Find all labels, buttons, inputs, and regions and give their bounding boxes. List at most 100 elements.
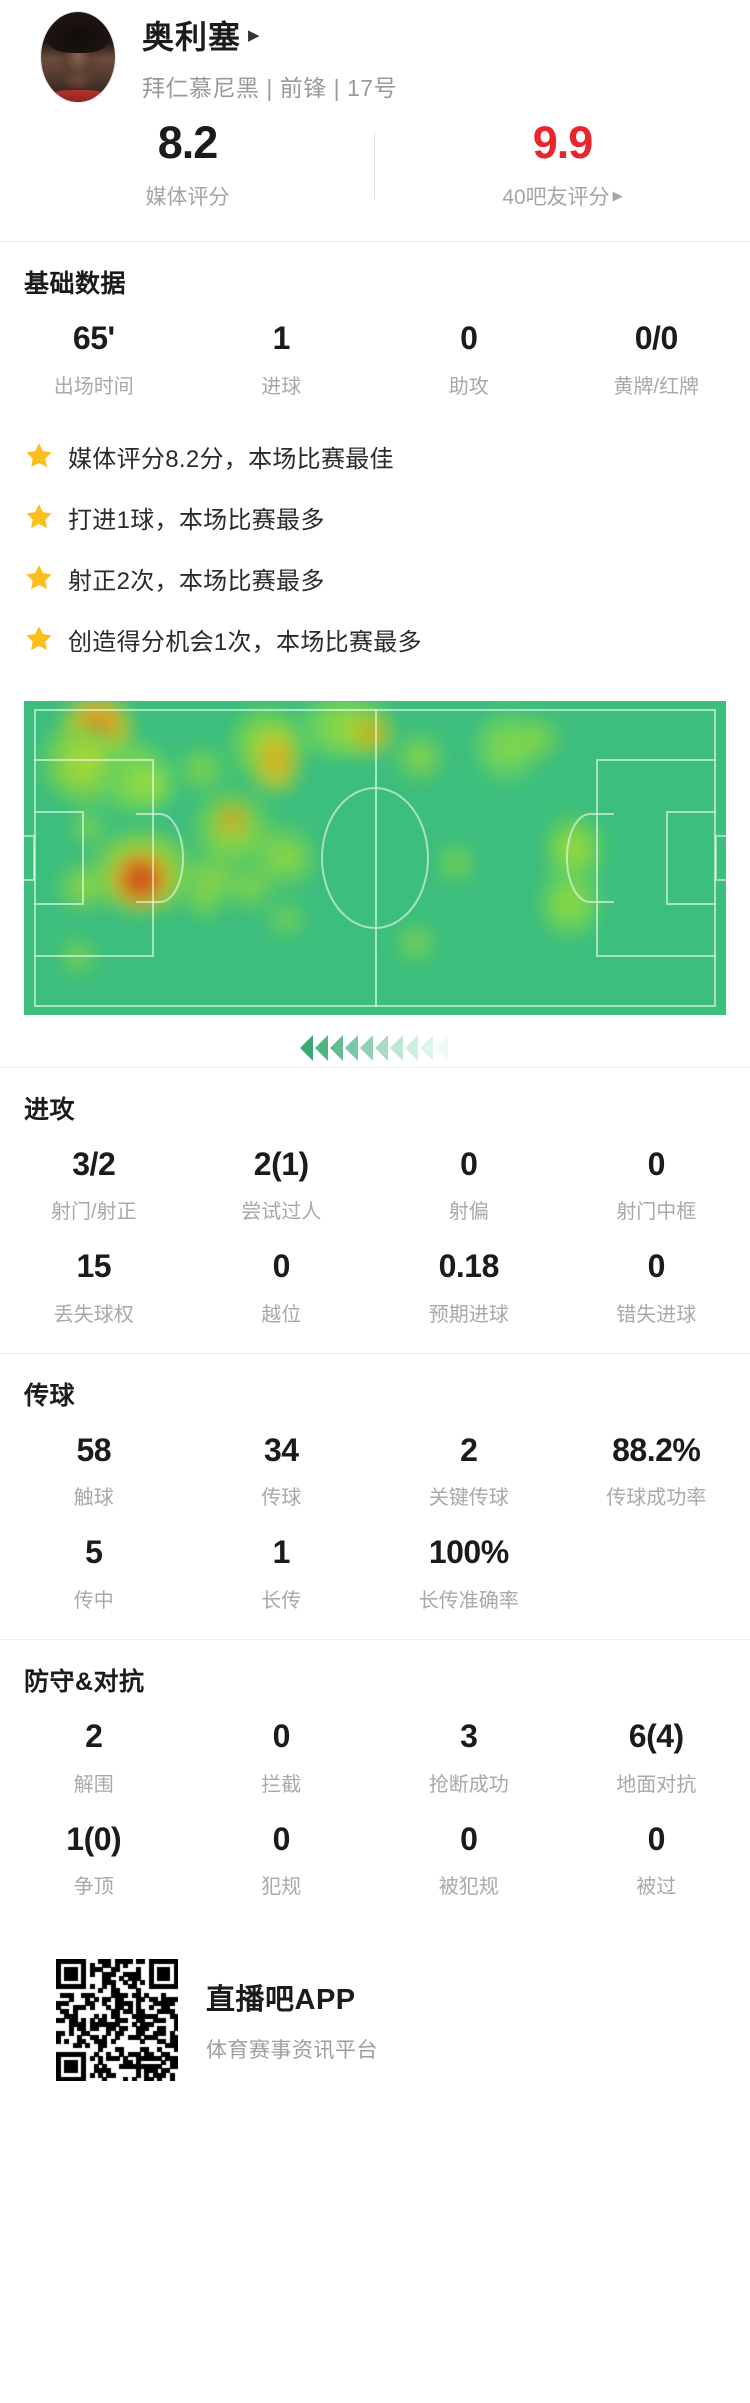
section-title-basic: 基础数据 bbox=[24, 270, 127, 298]
stat-cell: 0 被犯规 bbox=[375, 1807, 563, 1910]
media-rating-value: 8.2 bbox=[157, 117, 219, 168]
stat-label: 被过 bbox=[636, 1876, 677, 1899]
stat-value: 58 bbox=[76, 1431, 112, 1468]
stat-cell: 0 拦截 bbox=[188, 1704, 376, 1807]
highlight-text: 射正2次，本场比赛最多 bbox=[68, 567, 325, 595]
stat-label: 丢失球权 bbox=[53, 1303, 134, 1326]
pitch-heatmap[interactable] bbox=[24, 700, 726, 1015]
stat-label: 解围 bbox=[73, 1773, 114, 1796]
stat-cell: 100% 长传准确率 bbox=[375, 1520, 563, 1623]
stat-value: 0 bbox=[647, 1248, 666, 1285]
list-item: 媒体评分8.2分，本场比赛最佳 bbox=[24, 439, 750, 474]
media-rating-cell: 8.2 媒体评分 bbox=[0, 120, 375, 211]
stat-value: 0 bbox=[460, 1145, 478, 1182]
list-item: 创造得分机会1次，本场比赛最多 bbox=[24, 622, 750, 657]
app-name: 直播吧APP bbox=[206, 1984, 356, 2017]
stat-value: 1 bbox=[272, 1534, 291, 1571]
highlight-text: 打进1球，本场比赛最多 bbox=[68, 506, 325, 534]
stat-cell: 2 关键传球 bbox=[375, 1418, 563, 1521]
heatmap-section bbox=[0, 679, 750, 1067]
chevron-right-icon[interactable]: ▶ bbox=[248, 27, 260, 44]
stat-label: 抢断成功 bbox=[428, 1773, 509, 1796]
highlight-text: 创造得分机会1次，本场比赛最多 bbox=[68, 628, 422, 656]
ratings-row: 8.2 媒体评分 9.9 40吧友评分 ▶ bbox=[0, 112, 750, 241]
star-icon bbox=[24, 624, 54, 654]
section-title-passing: 传球 bbox=[24, 1381, 76, 1410]
stat-cell: 58 触球 bbox=[0, 1418, 188, 1521]
avatar[interactable] bbox=[40, 11, 116, 103]
pitch-lines bbox=[24, 701, 726, 1015]
fan-rating-cell[interactable]: 9.9 40吧友评分 ▶ bbox=[375, 120, 750, 211]
stat-label: 地面对抗 bbox=[616, 1773, 697, 1796]
player-meta: 拜仁慕尼黑 | 前锋 | 17号 bbox=[142, 74, 398, 101]
stat-label: 长传 bbox=[261, 1589, 302, 1612]
stat-value: 88.2% bbox=[612, 1431, 701, 1468]
fan-rating-label[interactable]: 40吧友评分 ▶ bbox=[502, 181, 622, 211]
stat-cell: 5 传中 bbox=[0, 1520, 188, 1623]
avatar-hair bbox=[45, 13, 111, 54]
stat-value: 1 bbox=[272, 320, 291, 356]
stat-label: 被犯规 bbox=[438, 1876, 499, 1899]
stat-value: 15 bbox=[76, 1248, 112, 1285]
media-rating-label-text: 媒体评分 bbox=[145, 186, 230, 209]
stat-label: 关键传球 bbox=[428, 1487, 509, 1510]
divider bbox=[0, 1066, 750, 1068]
player-name-row[interactable]: 奥利塞 ▶ bbox=[142, 12, 397, 58]
media-rating-label: 媒体评分 bbox=[146, 181, 230, 211]
stat-cell: 34 传球 bbox=[188, 1418, 376, 1521]
divider bbox=[0, 241, 750, 242]
stat-value: 2 bbox=[85, 1717, 103, 1754]
stat-cell: 3 抢断成功 bbox=[375, 1704, 563, 1807]
stat-label: 越位 bbox=[261, 1303, 302, 1326]
stat-value: 34 bbox=[263, 1431, 299, 1468]
stat-label: 传球成功率 bbox=[606, 1487, 707, 1510]
stat-cell: 0 射偏 bbox=[375, 1132, 563, 1235]
stat-value: 0 bbox=[647, 1145, 666, 1182]
footer-text: 直播吧APP 体育赛事资讯平台 bbox=[206, 1976, 378, 2064]
stat-value: 0 bbox=[272, 1717, 291, 1754]
stat-label: 出场时间 bbox=[53, 375, 134, 398]
stat-cell: 3/2 射门/射正 bbox=[0, 1132, 188, 1235]
stat-cell: 88.2% 传球成功率 bbox=[563, 1418, 750, 1521]
stat-label: 助攻 bbox=[448, 375, 489, 398]
highlight-text: 媒体评分8.2分，本场比赛最佳 bbox=[68, 445, 394, 473]
player-name-block: 奥利塞 ▶ 拜仁慕尼黑 | 前锋 | 17号 bbox=[142, 12, 397, 103]
stat-cell: 1(0) 争顶 bbox=[0, 1807, 188, 1910]
stat-grid-attack: 3/2 射门/射正 2(1) 尝试过人 0 射偏 0 射门中框 15 丢失球权 … bbox=[0, 1126, 750, 1353]
stat-value: 0 bbox=[460, 320, 478, 356]
stat-label: 长传准确率 bbox=[418, 1589, 519, 1612]
avatar-shirt bbox=[51, 90, 105, 102]
qr-code[interactable] bbox=[56, 1959, 178, 2082]
stat-cell: 0/0 黄牌/红牌 bbox=[563, 306, 750, 409]
list-item: 打进1球，本场比赛最多 bbox=[24, 500, 750, 535]
star-icon bbox=[24, 563, 54, 593]
star-icon bbox=[24, 502, 54, 532]
stat-value: 3/2 bbox=[72, 1145, 116, 1182]
section-title-defense: 防守&对抗 bbox=[24, 1667, 145, 1696]
stat-label: 进球 bbox=[261, 375, 302, 398]
player-header: 奥利塞 ▶ 拜仁慕尼黑 | 前锋 | 17号 bbox=[0, 0, 750, 112]
highlight-list: 媒体评分8.2分，本场比赛最佳 打进1球，本场比赛最多 射正2次，本场比赛最多 … bbox=[0, 425, 750, 679]
stat-value: 0 bbox=[647, 1820, 666, 1857]
fan-rating-value: 9.9 bbox=[532, 117, 594, 168]
stat-value: 0 bbox=[272, 1820, 291, 1857]
stat-value: 1(0) bbox=[66, 1820, 122, 1857]
stat-label: 错失进球 bbox=[616, 1303, 697, 1326]
stat-label: 触球 bbox=[73, 1487, 114, 1510]
stat-cell: 1 进球 bbox=[188, 306, 376, 409]
stat-cell: 15 丢失球权 bbox=[0, 1234, 188, 1337]
stat-label: 尝试过人 bbox=[241, 1201, 322, 1224]
stat-value: 5 bbox=[85, 1534, 103, 1571]
star-icon bbox=[24, 441, 54, 471]
chevron-right-icon: ▶ bbox=[612, 188, 623, 203]
stat-grid-passing: 58 触球 34 传球 2 关键传球 88.2% 传球成功率 5 传中 1 长传… bbox=[0, 1412, 750, 1639]
stat-value: 3 bbox=[460, 1717, 478, 1754]
stat-cell: 65' 出场时间 bbox=[0, 306, 188, 409]
stat-cell: 0 被过 bbox=[563, 1807, 750, 1910]
stat-cell: 0 错失进球 bbox=[563, 1234, 750, 1337]
section-title-attack: 进攻 bbox=[24, 1095, 76, 1124]
stat-value: 2(1) bbox=[253, 1145, 309, 1182]
list-item: 射正2次，本场比赛最多 bbox=[24, 561, 750, 596]
stat-value: 0 bbox=[272, 1248, 291, 1285]
stat-cell: 2(1) 尝试过人 bbox=[188, 1132, 376, 1235]
